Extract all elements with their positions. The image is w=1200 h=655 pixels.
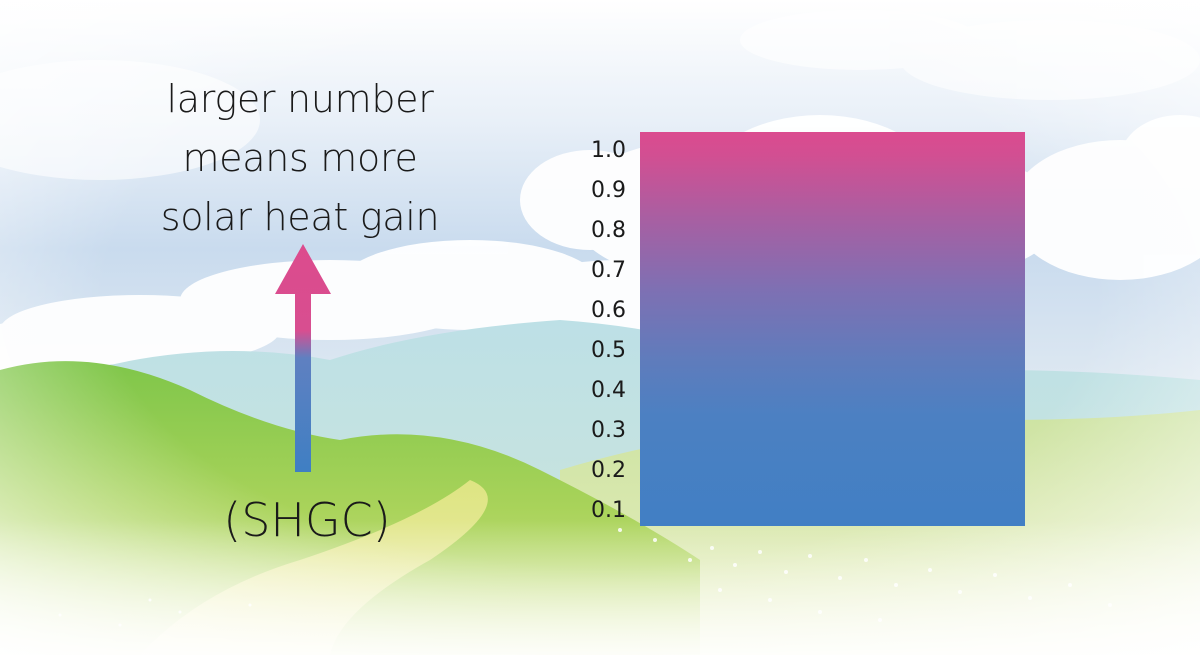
caption-line-2: means more	[182, 136, 418, 180]
scale-tick-0-9: 0.9	[591, 178, 626, 203]
scale-tick-0-2: 0.2	[591, 458, 626, 483]
up-arrow-icon	[275, 244, 331, 472]
scale-tick-0-8: 0.8	[591, 218, 626, 243]
caption-line-3: solar heat gain	[160, 195, 440, 239]
scale-tick-1-0: 1.0	[591, 138, 626, 163]
scale-tick-0-7: 0.7	[591, 258, 626, 283]
shgc-label: (SHGC)	[223, 493, 391, 547]
scale-tick-0-1: 0.1	[591, 498, 626, 523]
caption-line-1: larger number	[166, 77, 434, 121]
scale-tick-0-6: 0.6	[591, 298, 626, 323]
scale-tick-0-4: 0.4	[591, 378, 626, 403]
scale-tick-0-5: 0.5	[591, 338, 626, 363]
scale-tick-0-3: 0.3	[591, 418, 626, 443]
explanation-caption: larger number means more solar heat gain	[130, 70, 470, 247]
shgc-gradient-scale	[640, 132, 1025, 526]
